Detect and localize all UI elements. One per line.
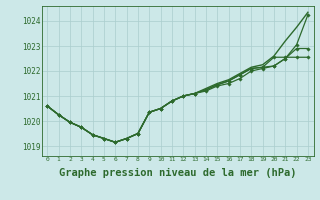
X-axis label: Graphe pression niveau de la mer (hPa): Graphe pression niveau de la mer (hPa) [59,168,296,178]
